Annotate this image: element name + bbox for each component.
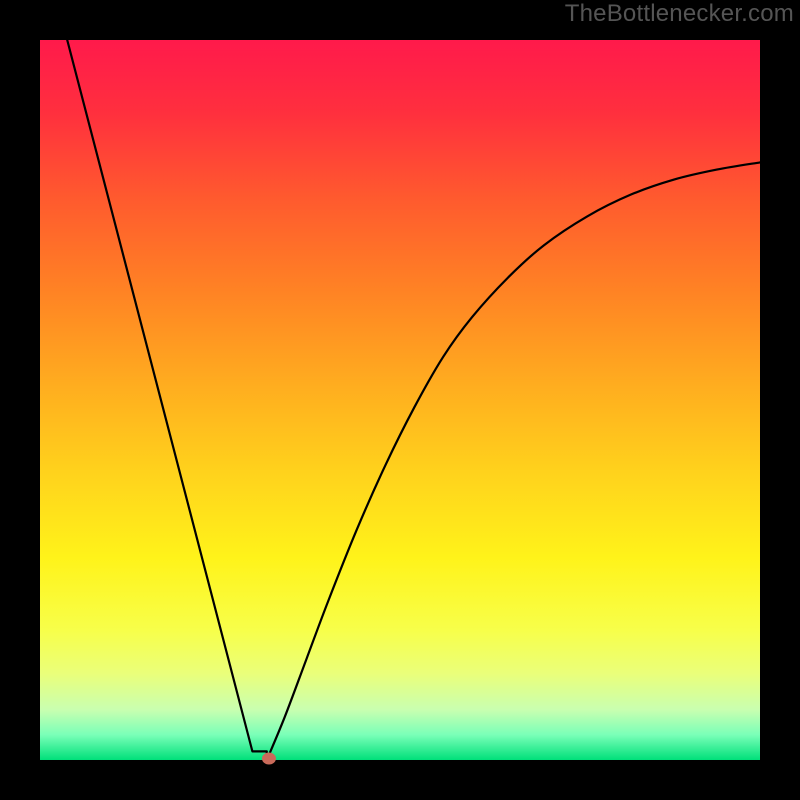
plot-area: [40, 40, 760, 760]
optimum-marker: [262, 753, 276, 765]
chart-stage: TheBottlenecker.com: [0, 0, 800, 800]
bottleneck-chart: [0, 0, 800, 800]
watermark-text: TheBottlenecker.com: [565, 0, 794, 28]
